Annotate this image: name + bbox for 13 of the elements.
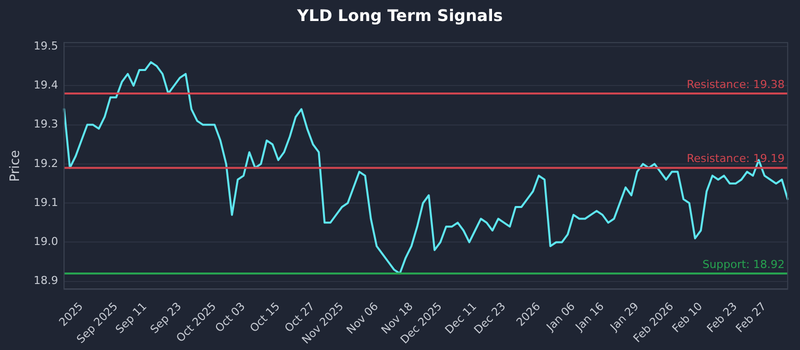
y-tick-label: 18.9: [34, 274, 58, 288]
ref-line-label: Resistance: 19.38: [686, 78, 785, 91]
y-axis-title: Price: [8, 150, 24, 182]
y-tick-label: 19.4: [34, 78, 58, 92]
chart-title: YLD Long Term Signals: [296, 6, 504, 25]
ref-line-label: Support: 18.92: [702, 258, 785, 271]
ref-line-label: Resistance: 19.19: [686, 152, 785, 166]
x-tick-label: Oct 15: [247, 300, 282, 335]
y-tick-label: 19.3: [34, 118, 58, 131]
y-tick-label: 19.5: [34, 39, 58, 52]
y-tick-label: 19.0: [34, 235, 58, 248]
y-tick-label: 19.1: [34, 196, 58, 209]
y-tick-label: 19.2: [34, 156, 58, 170]
